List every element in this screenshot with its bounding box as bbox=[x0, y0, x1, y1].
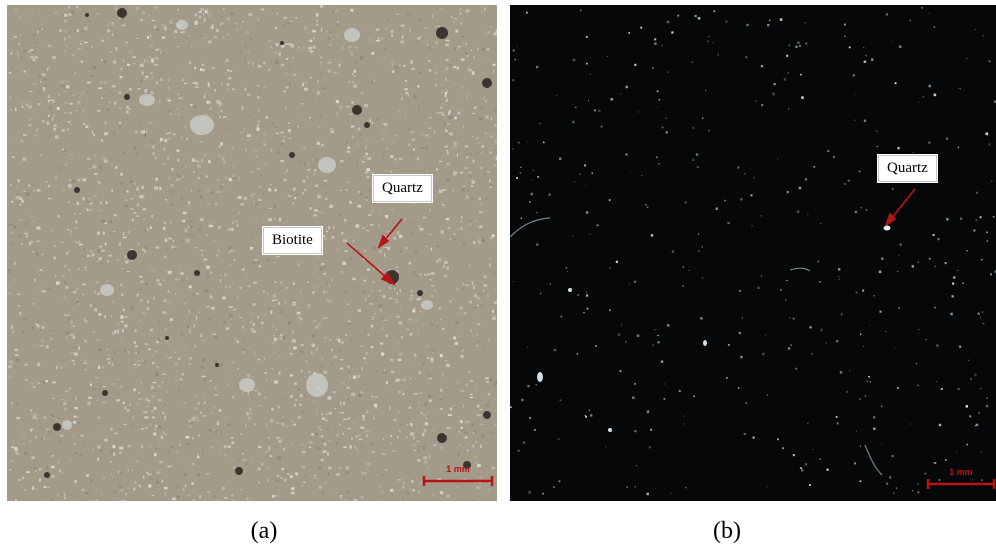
scale-bar-label-b: 1 mm bbox=[949, 467, 973, 477]
micrograph-cross-polarized: Quartz 1 mm bbox=[510, 5, 996, 501]
quartz-grain-b bbox=[883, 225, 891, 231]
quartz-arrowhead-a bbox=[377, 234, 390, 250]
biotite-label: Biotite bbox=[263, 227, 322, 254]
scale-bar-a bbox=[422, 476, 494, 486]
quartz-label-b: Quartz bbox=[878, 155, 937, 182]
micrograph-plane-polarized: Quartz Biotite 1 mm bbox=[7, 5, 497, 501]
micrograph-image-a bbox=[7, 5, 497, 501]
caption-a: (a) bbox=[250, 518, 278, 544]
annotation-arrow-b bbox=[884, 188, 916, 228]
biotite-arrowhead bbox=[380, 271, 397, 286]
quartz-label-a: Quartz bbox=[373, 175, 432, 202]
caption-b: (b) bbox=[713, 518, 741, 544]
annotation-arrows-a bbox=[346, 218, 403, 286]
biotite-arrow bbox=[346, 242, 388, 279]
micrograph-image-b bbox=[510, 5, 996, 501]
scale-bar-b bbox=[926, 479, 996, 489]
quartz-arrow-a bbox=[383, 218, 403, 242]
scale-bar-label-a: 1 mm bbox=[446, 464, 470, 474]
fibre-streaks bbox=[510, 217, 883, 476]
